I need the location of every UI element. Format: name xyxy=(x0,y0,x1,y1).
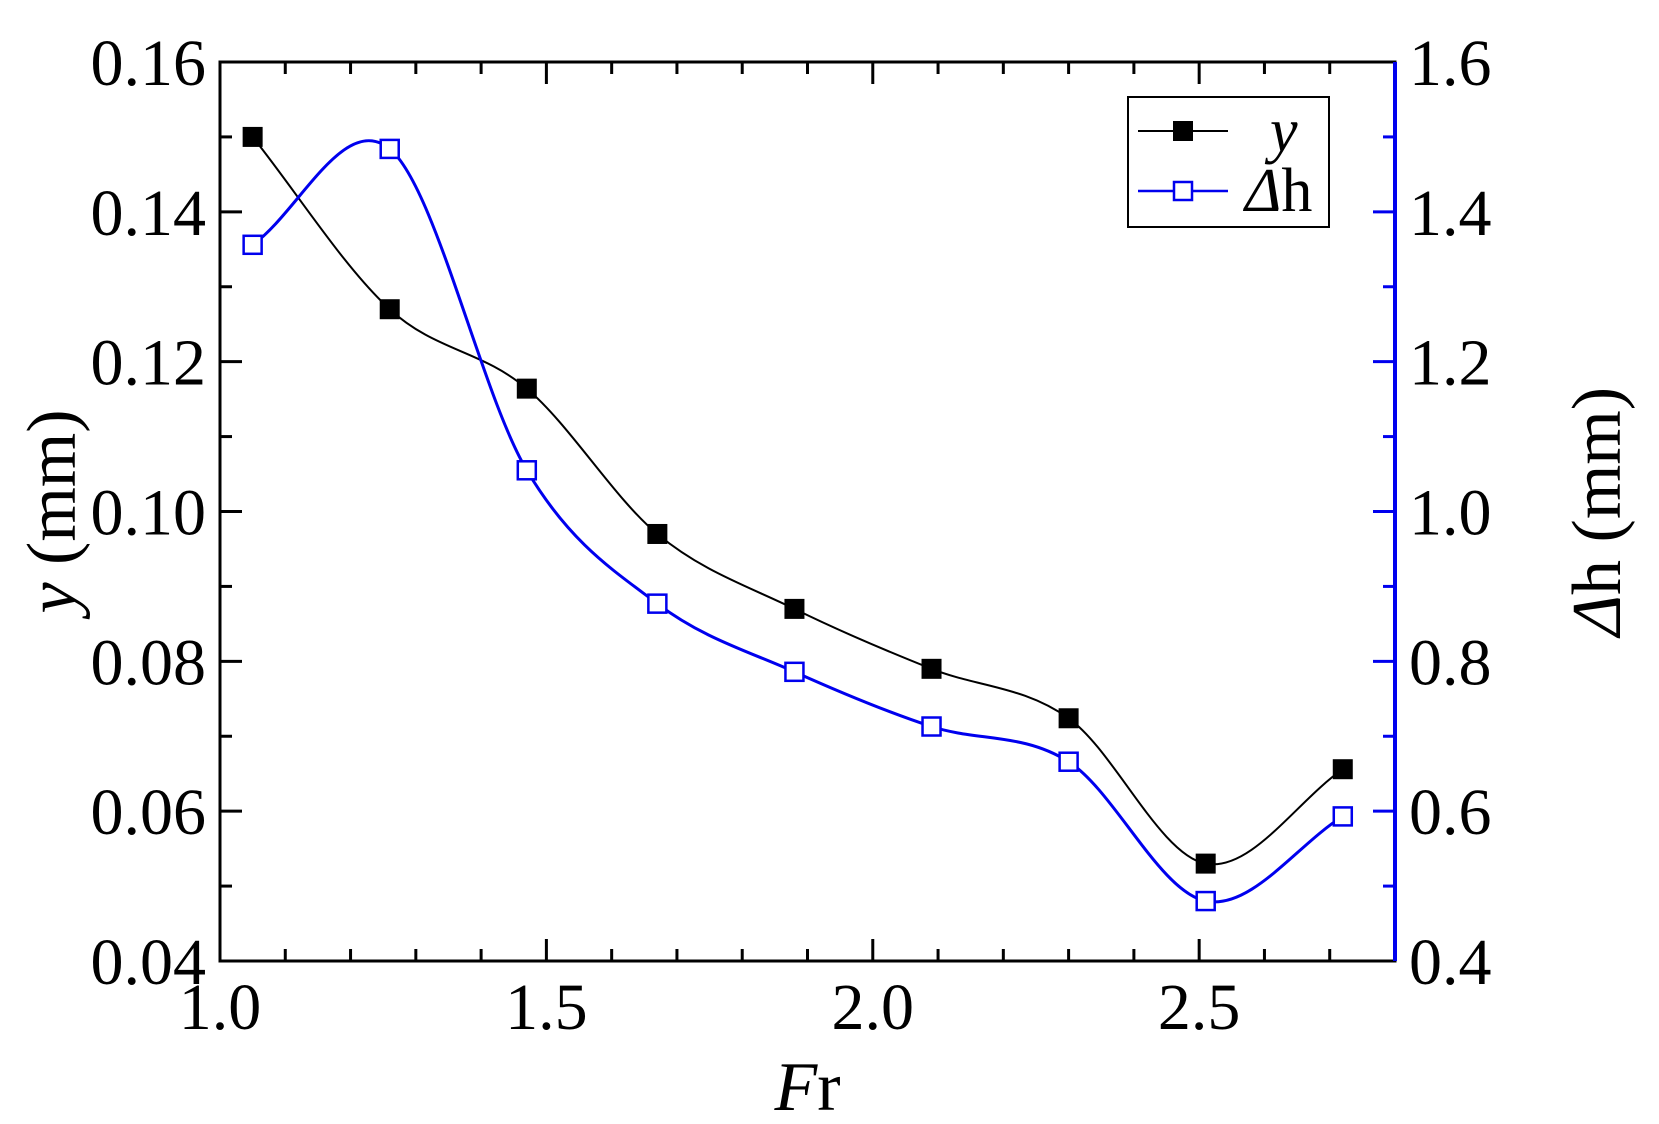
y2-tick-label: 0.8 xyxy=(1409,626,1492,699)
data-point-y xyxy=(1195,853,1216,874)
y2-tick-label: 0.4 xyxy=(1409,926,1492,999)
series-line-y xyxy=(251,136,1344,866)
legend-box xyxy=(1127,96,1330,228)
data-point-dh xyxy=(921,716,942,737)
y2-axis-title: Δh (mm) xyxy=(1559,387,1636,639)
y-tick-label: 0.14 xyxy=(91,177,207,250)
legend-marker-y xyxy=(1173,121,1193,141)
y2-axis-title-normal: h (mm) xyxy=(1559,387,1636,595)
y2-tick-label: 1.6 xyxy=(1409,27,1492,100)
data-point-dh xyxy=(784,661,805,683)
y-tick-label: 0.10 xyxy=(91,477,207,550)
data-point-y xyxy=(647,523,668,544)
data-point-y xyxy=(784,598,805,619)
data-point-dh xyxy=(1332,806,1354,827)
data-point-y xyxy=(379,299,400,320)
legend-marker-dh xyxy=(1172,180,1194,202)
y-tick-label: 0.16 xyxy=(91,27,207,100)
x-tick-label: 2.0 xyxy=(832,971,915,1044)
x-axis-title-normal: r xyxy=(817,1049,840,1124)
data-point-dh xyxy=(1195,890,1216,912)
y2-tick-label: 0.6 xyxy=(1409,776,1492,849)
series-layer xyxy=(242,126,1354,912)
x-axis-title-italic: F xyxy=(773,1049,818,1124)
legend-label-dh: Δh xyxy=(1242,157,1312,225)
y2-tick-label: 1.0 xyxy=(1409,477,1492,550)
data-point-dh xyxy=(516,460,538,481)
y-axis-title: y (mm) xyxy=(14,409,91,619)
x-tick-label: 1.5 xyxy=(505,971,588,1044)
y-tick-label: 0.06 xyxy=(91,776,207,849)
y-tick-label: 0.12 xyxy=(91,327,207,400)
data-point-dh xyxy=(1058,751,1079,772)
y-axis-title-normal: (mm) xyxy=(14,409,91,582)
y-tick-label: 0.04 xyxy=(91,926,207,999)
x-tick-label: 2.5 xyxy=(1158,971,1241,1044)
x-tick-label: 1.0 xyxy=(179,971,262,1044)
legend-label-dh-normal: h xyxy=(1281,157,1312,225)
legend: y Δh xyxy=(1127,96,1330,228)
y-tick-label: 0.08 xyxy=(91,626,207,699)
series-line-dh xyxy=(251,139,1344,904)
legend-label-dh-italic: Δ xyxy=(1242,157,1281,225)
x-axis-title: Fr xyxy=(773,1049,840,1124)
y2-axis-ticks: 0.4 0.6 0.8 1.0 1.2 1.4 1.6 xyxy=(1373,27,1492,999)
y2-axis-title-italic: Δ xyxy=(1559,595,1636,639)
data-point-y xyxy=(1058,708,1079,729)
y-axis-title-italic: y xyxy=(14,582,91,620)
data-point-dh xyxy=(647,593,668,614)
data-point-y xyxy=(1332,759,1353,780)
legend-label-y: y xyxy=(1264,97,1298,165)
data-point-dh xyxy=(379,138,400,160)
data-point-y xyxy=(516,378,537,399)
y-axis-ticks: 0.04 0.06 0.08 0.10 0.12 0.14 0.16 xyxy=(91,27,242,999)
data-point-y xyxy=(242,126,263,147)
y2-tick-label: 1.4 xyxy=(1409,177,1492,250)
x-axis-ticks: 1.0 1.5 2.0 2.5 xyxy=(179,62,1397,1044)
y2-tick-label: 1.2 xyxy=(1409,327,1492,400)
data-point-dh xyxy=(242,234,263,256)
data-point-y xyxy=(921,658,942,679)
